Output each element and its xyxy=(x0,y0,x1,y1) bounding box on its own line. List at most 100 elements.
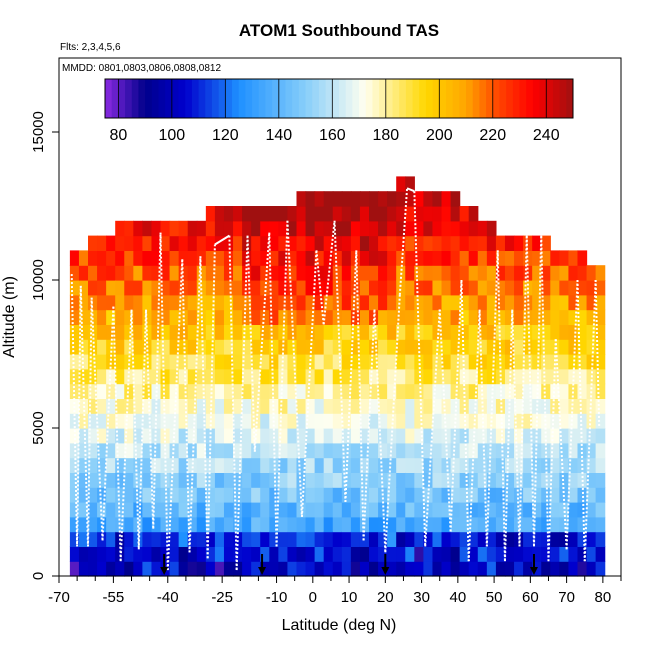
heatmap-cell xyxy=(251,265,261,281)
heatmap-cell xyxy=(523,398,533,414)
heatmap-cell xyxy=(550,516,560,533)
heatmap-cell xyxy=(142,487,153,503)
heatmap-cell xyxy=(541,265,551,281)
heatmap-cell xyxy=(378,280,388,296)
heatmap-cell xyxy=(414,265,424,281)
heatmap-cell xyxy=(214,368,225,385)
heatmap-cell xyxy=(233,280,243,296)
heatmap-cell xyxy=(269,561,279,577)
heatmap-cell xyxy=(169,487,180,503)
heatmap-cell xyxy=(223,250,234,266)
heatmap-cell xyxy=(332,428,343,444)
heatmap-cell xyxy=(568,250,579,266)
heatmap-cell xyxy=(405,354,415,370)
colorbar-swatch xyxy=(292,79,300,118)
heatmap-cell xyxy=(378,339,388,355)
heatmap-cell xyxy=(405,472,415,488)
colorbar-swatch xyxy=(539,79,547,118)
heatmap-cell xyxy=(133,324,143,340)
heatmap-cell xyxy=(369,428,379,444)
heatmap-cell xyxy=(133,294,143,311)
heatmap-cell xyxy=(178,428,189,444)
track-segment xyxy=(547,339,557,562)
heatmap-cell xyxy=(332,220,343,237)
x-tick-label: 60 xyxy=(522,589,539,606)
heatmap-cell xyxy=(387,265,397,281)
heatmap-cell xyxy=(88,398,98,414)
heatmap-cell xyxy=(187,561,198,577)
heatmap-cell xyxy=(369,442,379,459)
heatmap-cell xyxy=(414,220,424,237)
heatmap-cell xyxy=(115,442,125,459)
heatmap-cell xyxy=(341,516,352,533)
heatmap-cell xyxy=(296,280,307,296)
heatmap-cell xyxy=(296,294,307,311)
heatmap-cell xyxy=(396,220,406,237)
heatmap-cell xyxy=(559,339,570,355)
heatmap-cell xyxy=(514,250,524,266)
heatmap-cell xyxy=(414,428,424,444)
heatmap-cell xyxy=(142,472,153,488)
colorbar-swatch xyxy=(365,79,373,118)
heatmap-cell xyxy=(405,176,415,192)
heatmap-cell xyxy=(468,561,479,577)
heatmap-cell xyxy=(242,472,252,488)
heatmap-cell xyxy=(514,339,524,355)
heatmap-cell xyxy=(350,398,361,414)
heatmap-cell xyxy=(205,324,216,340)
heatmap-cell xyxy=(69,531,80,547)
heatmap-cell xyxy=(187,294,198,311)
heatmap-cell xyxy=(459,309,470,325)
heatmap-cell xyxy=(577,309,588,325)
track-segment xyxy=(145,309,155,529)
heatmap-cell xyxy=(341,442,352,459)
heatmap-cell xyxy=(477,546,488,562)
heatmap-cell xyxy=(242,235,252,251)
heatmap-cell xyxy=(477,561,488,577)
heatmap-cell xyxy=(405,235,415,251)
heatmap-cell xyxy=(305,398,316,414)
heatmap-cell xyxy=(441,339,452,355)
heatmap-cell xyxy=(495,487,506,503)
heatmap-cell xyxy=(514,280,524,296)
heatmap-cell xyxy=(495,472,506,488)
heatmap-cell xyxy=(78,516,89,533)
heatmap-cell xyxy=(124,250,134,266)
heatmap-cell xyxy=(477,324,488,340)
heatmap-cell xyxy=(205,280,216,296)
heatmap-cell xyxy=(423,516,434,533)
heatmap-cell xyxy=(160,428,171,444)
heatmap-cell xyxy=(477,354,488,370)
heatmap-cell xyxy=(160,472,171,488)
heatmap-cell xyxy=(595,442,606,459)
heatmap-cell xyxy=(142,265,153,281)
heatmap-cell xyxy=(341,265,352,281)
heatmap-cell xyxy=(359,265,370,281)
heatmap-cell xyxy=(160,531,171,547)
heatmap-cell xyxy=(242,442,252,459)
heatmap-cell xyxy=(223,546,234,562)
heatmap-cell xyxy=(115,428,125,444)
heatmap-cell xyxy=(378,516,388,533)
heatmap-cell xyxy=(414,531,424,547)
heatmap-cell xyxy=(124,487,134,503)
track-segment xyxy=(398,188,409,295)
track-segment xyxy=(268,232,278,547)
heatmap-cell xyxy=(133,561,143,577)
heatmap-cell xyxy=(287,428,298,444)
heatmap-cell xyxy=(568,428,579,444)
heatmap-cell xyxy=(160,265,171,281)
heatmap-cell xyxy=(287,472,298,488)
heatmap-cell xyxy=(396,294,406,311)
heatmap-cell xyxy=(287,235,298,251)
heatmap-cell xyxy=(369,220,379,237)
heatmap-cell xyxy=(133,487,143,503)
heatmap-cell xyxy=(369,561,379,577)
heatmap-cell xyxy=(387,354,397,370)
heatmap-cell xyxy=(568,398,579,414)
heatmap-cell xyxy=(69,324,80,340)
heatmap-cell xyxy=(106,280,116,296)
heatmap-cell xyxy=(595,324,606,340)
heatmap-cell xyxy=(242,220,252,237)
x-tick-label: 30 xyxy=(413,589,430,606)
